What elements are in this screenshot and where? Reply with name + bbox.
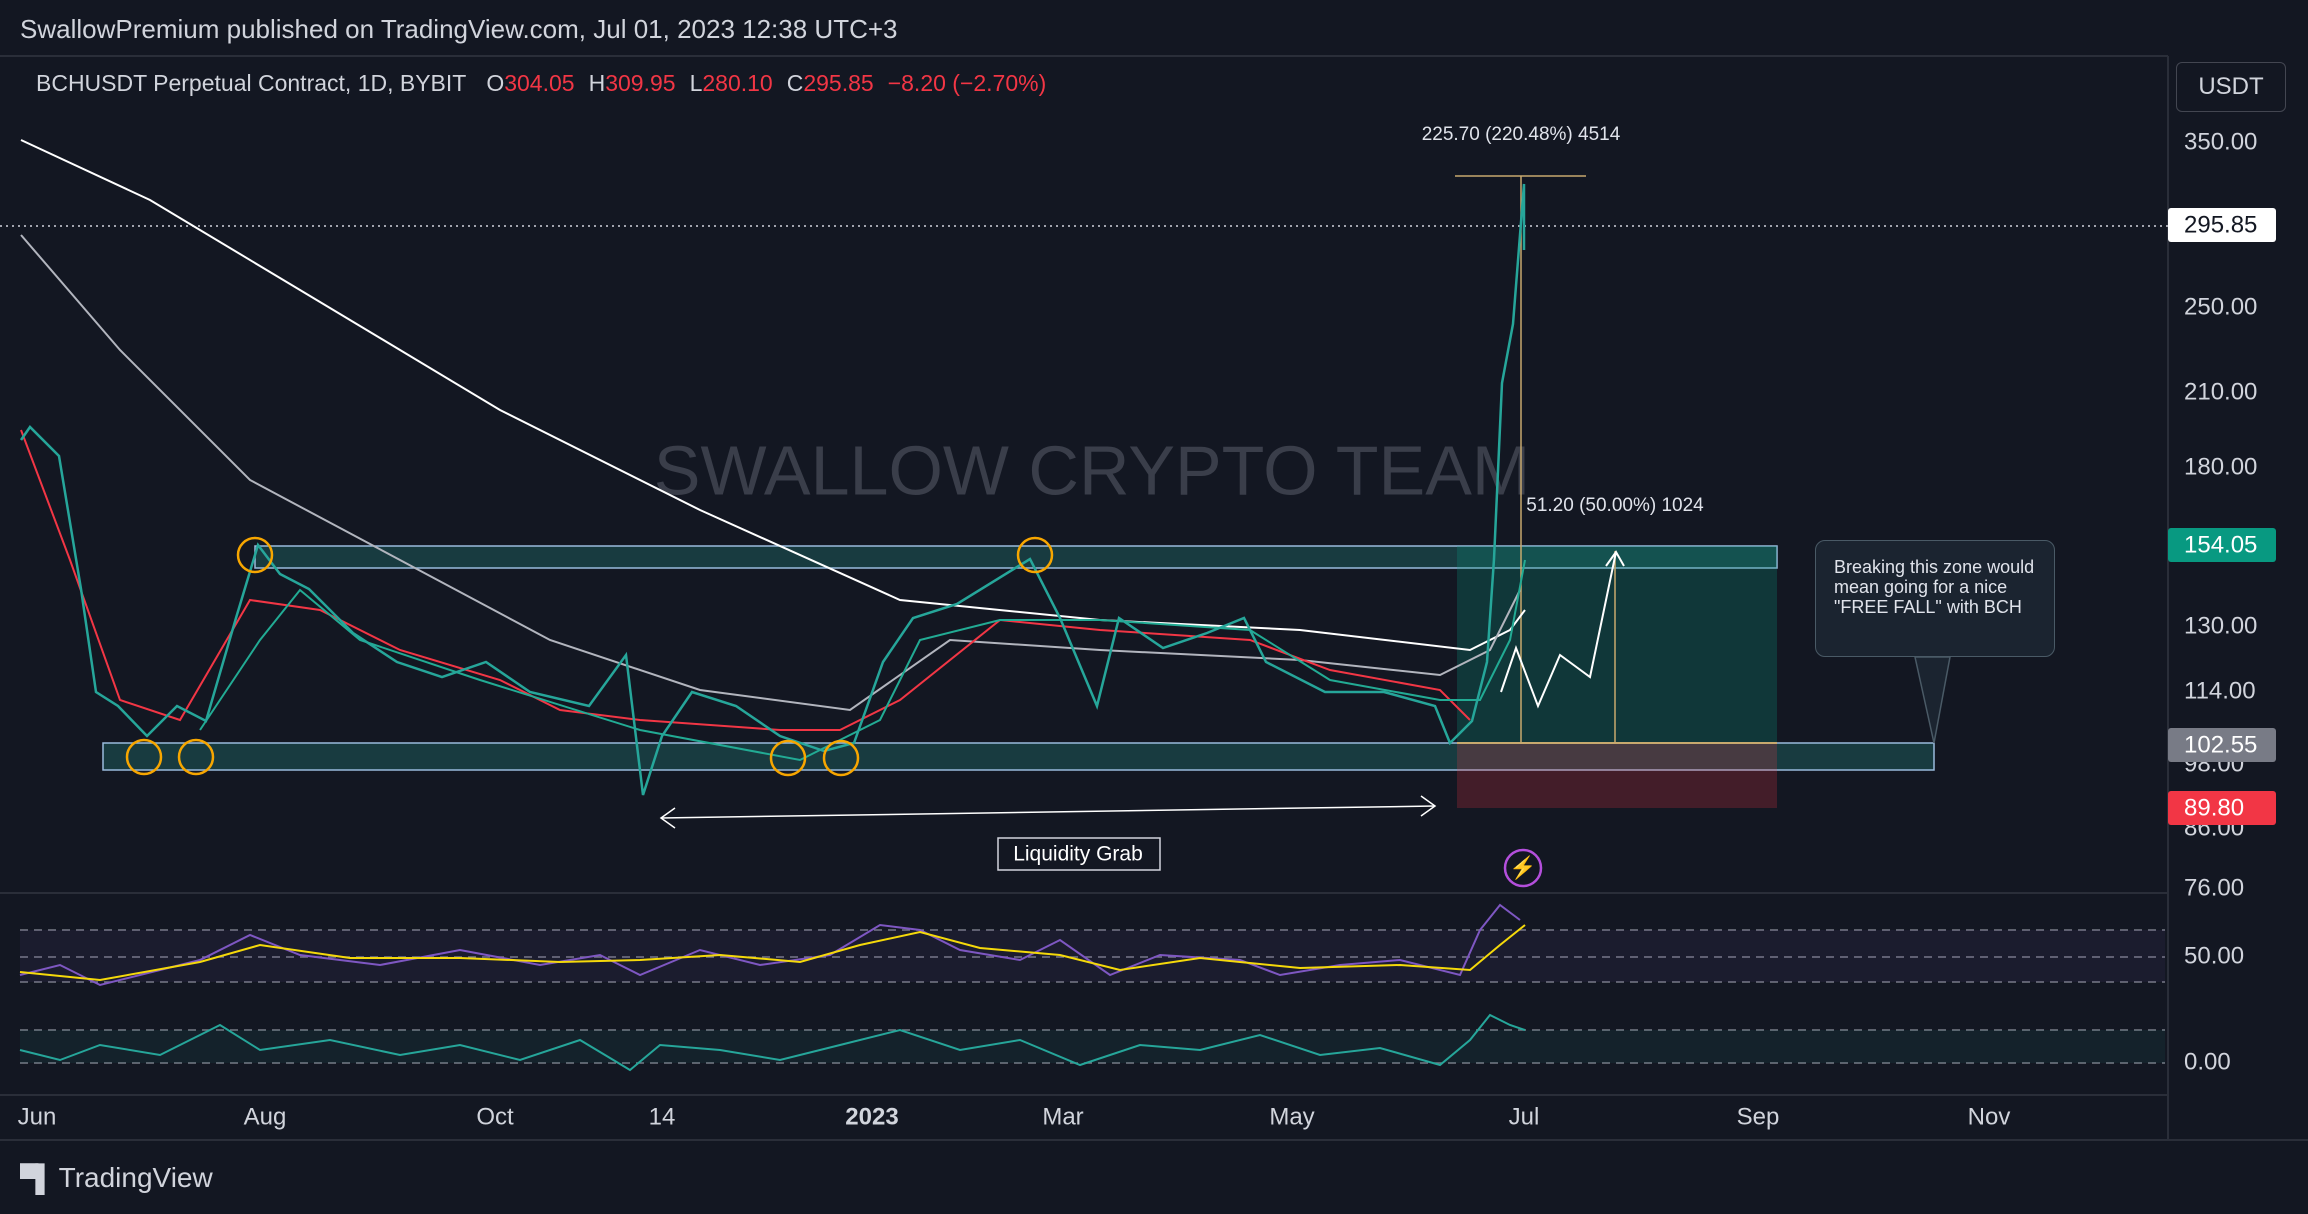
touch-marker xyxy=(236,536,274,574)
ohlc-value: 304.05 xyxy=(504,70,575,96)
price-tick-label: 76.00 xyxy=(2184,874,2244,901)
moving-average-9 xyxy=(199,559,1526,762)
price-badge-label: 102.55 xyxy=(2184,731,2257,758)
callout-pointer xyxy=(1914,656,1951,744)
watermark: SWALLOW CRYPTO TEAM xyxy=(654,431,1530,509)
touch-markers xyxy=(125,536,1054,777)
price-tick-label: 350.00 xyxy=(2184,128,2257,155)
symbol: BCHUSDT Perpetual Contract, 1D, BYBIT xyxy=(36,70,466,96)
publish-header: SwallowPremium published on TradingView.… xyxy=(20,14,898,44)
liquidity-label-box xyxy=(997,837,1161,871)
price-badge xyxy=(2168,208,2276,242)
brand-name: TradingView xyxy=(58,1162,213,1193)
time-tick-label: Aug xyxy=(244,1103,287,1130)
ohlc-label: H xyxy=(588,70,606,96)
support-zone xyxy=(102,742,1935,771)
projection-path xyxy=(1500,551,1617,709)
change: −8.20 (−2.70%) xyxy=(887,70,1047,96)
event-icon[interactable] xyxy=(1503,848,1543,888)
ohlc-value: 309.95 xyxy=(605,70,676,96)
time-tick-label: Nov xyxy=(1968,1103,2011,1130)
touch-marker xyxy=(125,738,163,776)
time-tick-label: Mar xyxy=(1042,1103,1083,1130)
oscillator-line xyxy=(19,1013,1526,1072)
indicator-tick-label: 50.00 xyxy=(2184,942,2244,969)
touch-marker xyxy=(822,739,860,777)
price-tick-label: 86.00 xyxy=(2184,814,2244,841)
resistance-zone xyxy=(254,545,1778,569)
price-path xyxy=(19,183,1526,796)
arrow-head-right xyxy=(1420,795,1437,817)
touch-marker xyxy=(177,738,215,776)
price-tick-label: 180.00 xyxy=(2184,453,2257,480)
long-stop-zone xyxy=(1457,743,1777,808)
ohlc-label: L xyxy=(689,70,703,96)
liquidity-label: Liquidity Grab xyxy=(1013,843,1143,866)
ohlc-label: O xyxy=(486,70,505,96)
touch-marker xyxy=(769,739,807,777)
price-badge xyxy=(2168,728,2276,762)
price-tick-label: 210.00 xyxy=(2184,378,2257,405)
indicator-tick-label: 0.00 xyxy=(2184,1048,2231,1075)
moving-average-200 xyxy=(20,139,1526,652)
zone-label: 51.20 (50.00%) 1024 xyxy=(1526,495,1704,516)
time-tick-label: Jun xyxy=(18,1103,57,1130)
osc-fill xyxy=(20,1030,2165,1063)
footer-brand: ▀▌ TradingView xyxy=(20,1162,213,1194)
target-label: 225.70 (220.48%) 4514 xyxy=(1422,124,1621,145)
time-tick-label: Jul xyxy=(1509,1103,1540,1130)
price-badge-label: 89.80 xyxy=(2184,794,2244,821)
liquidity-arrow xyxy=(660,805,1436,819)
long-target-zone xyxy=(1457,546,1777,743)
time-tick-label: Oct xyxy=(476,1103,514,1130)
rsi-fill xyxy=(20,930,2165,982)
time-tick-label: 2023 xyxy=(845,1103,898,1130)
time-tick-label: May xyxy=(1269,1103,1314,1130)
rsi-bands xyxy=(20,929,2165,1064)
rsi-line xyxy=(19,903,1521,987)
price-tick-label: 250.00 xyxy=(2184,293,2257,320)
price-tick-label: 130.00 xyxy=(2184,612,2257,639)
symbol-legend: BCHUSDT Perpetual Contract, 1D, BYBIT O3… xyxy=(36,70,1046,97)
arrow-head-left xyxy=(659,807,676,829)
moving-average-100 xyxy=(20,234,1521,712)
price-tick-label: 114.00 xyxy=(2184,677,2256,704)
price-badge xyxy=(2168,791,2276,825)
projection-arrow xyxy=(1605,550,1625,567)
touch-marker xyxy=(1016,536,1054,574)
price-badge-label: 154.05 xyxy=(2184,531,2257,558)
ohlc-label: C xyxy=(786,70,804,96)
price-tick-label: 98.00 xyxy=(2184,750,2244,777)
currency-button[interactable]: USDT xyxy=(2176,62,2286,112)
moving-average-20 xyxy=(20,429,1471,731)
event-icon-glyph: ⚡ xyxy=(1509,855,1536,881)
price-badge xyxy=(2168,528,2276,562)
ohlc-value: 280.10 xyxy=(702,70,773,96)
ohlc-value: 295.85 xyxy=(803,70,874,96)
time-tick-label: Sep xyxy=(1737,1103,1780,1130)
logo-icon: ▀▌ xyxy=(20,1163,54,1193)
callout-note: Breaking this zone would mean going for … xyxy=(1815,540,2055,657)
time-tick-label: 14 xyxy=(649,1103,676,1130)
price-badge-label: 295.85 xyxy=(2184,211,2257,238)
rsi-average xyxy=(19,924,1526,982)
